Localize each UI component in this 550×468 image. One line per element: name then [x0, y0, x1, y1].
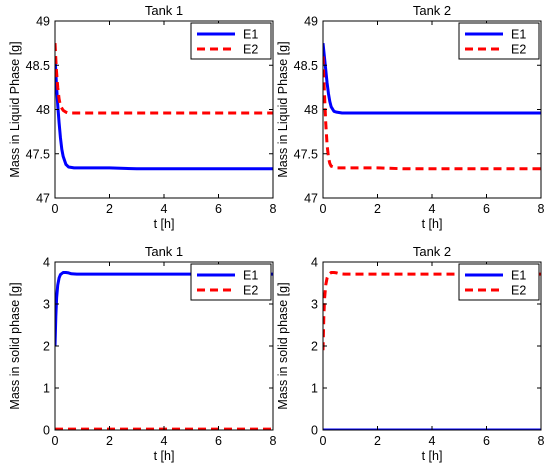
x-tick-label: 4 — [429, 434, 436, 448]
x-tick-label: 0 — [320, 202, 327, 216]
chart-title: Tank 2 — [413, 3, 451, 18]
y-axis-label: Mass in Liquid Phase [g] — [276, 41, 290, 177]
y-tick-label: 4 — [43, 256, 50, 270]
y-tick-label: 2 — [43, 340, 50, 354]
series-line-e1 — [323, 42, 541, 115]
y-tick-label: 48 — [304, 103, 318, 117]
y-tick-label: 48.5 — [294, 59, 318, 73]
chart-panel-3: 0 2 4 6 8 0 1 2 3 4 Tank 1 t [h] Mass in solid phase… — [8, 244, 277, 463]
legend-label-e1: E1 — [243, 28, 258, 42]
chart-panel-2: 0 2 4 6 8 47 47.5 48 48.5 49 Tank 2 t [h] Mass in Li… — [276, 3, 545, 231]
x-tick-label: 6 — [215, 434, 222, 448]
x-tick-label: 8 — [270, 434, 277, 448]
x-tick-label: 4 — [161, 202, 168, 216]
y-axis-label: Mass in Liquid Phase [g] — [8, 41, 22, 177]
x-tick-label: 0 — [52, 434, 59, 448]
x-axis-label: t [h] — [422, 217, 443, 231]
y-tick-label: 49 — [304, 15, 318, 29]
legend-label-e2: E2 — [243, 284, 258, 298]
y-tick-label: 4 — [311, 256, 318, 270]
x-tick-label: 4 — [161, 434, 168, 448]
x-tick-label: 2 — [374, 434, 381, 448]
x-axis-label: t [h] — [154, 449, 175, 463]
chart-title: Tank 1 — [145, 3, 183, 18]
x-axis-label: t [h] — [154, 217, 175, 231]
y-tick-label: 47.5 — [294, 147, 318, 161]
y-tick-label: 1 — [43, 382, 50, 396]
x-tick-label: 2 — [374, 202, 381, 216]
series-line-e2 — [323, 56, 541, 171]
chart-title: Tank 2 — [413, 244, 451, 259]
legend-box — [190, 22, 272, 60]
y-tick-label: 49 — [36, 15, 50, 29]
y-axis-label: Mass in solid phase [g] — [276, 282, 290, 409]
legend-box — [190, 263, 272, 301]
legend-label-e1: E1 — [511, 28, 526, 42]
legend-box — [458, 22, 540, 60]
y-tick-label: 48.5 — [26, 59, 50, 73]
series-line-e2 — [323, 271, 541, 351]
y-tick-label: 48 — [36, 103, 50, 117]
y-tick-label: 0 — [311, 424, 318, 438]
x-tick-label: 0 — [52, 202, 59, 216]
x-tick-label: 6 — [215, 202, 222, 216]
y-tick-label: 2 — [311, 340, 318, 354]
legend-label-e2: E2 — [243, 43, 258, 57]
y-axis-label: Mass in solid phase [g] — [8, 282, 22, 409]
legend-label-e1: E1 — [511, 269, 526, 283]
y-tick-label: 3 — [311, 298, 318, 312]
chart-title: Tank 1 — [145, 244, 183, 259]
y-tick-label: 3 — [43, 298, 50, 312]
legend-label-e1: E1 — [243, 269, 258, 283]
x-tick-label: 8 — [270, 202, 277, 216]
legend-box — [458, 263, 540, 301]
x-tick-label: 8 — [538, 202, 545, 216]
chart-panel-1: 0 2 4 6 8 47 47.5 48 48.5 49 Tank 1 t [h] Mass in Li… — [8, 3, 277, 231]
x-axis-label: t [h] — [422, 449, 443, 463]
legend-label-e2: E2 — [511, 284, 526, 298]
y-tick-label: 0 — [43, 424, 50, 438]
series-line-e2 — [55, 43, 273, 115]
y-tick-label: 47 — [36, 192, 50, 206]
x-tick-label: 2 — [106, 434, 113, 448]
x-tick-label: 8 — [538, 434, 545, 448]
y-tick-label: 47.5 — [26, 147, 50, 161]
y-tick-label: 47 — [304, 192, 318, 206]
x-tick-label: 2 — [106, 202, 113, 216]
chart-panel-4: 0 2 4 6 8 0 1 2 3 4 Tank 2 t [h] Mass in solid phase… — [276, 244, 545, 463]
x-tick-label: 4 — [429, 202, 436, 216]
x-tick-label: 6 — [483, 434, 490, 448]
legend-label-e2: E2 — [511, 43, 526, 57]
y-tick-label: 1 — [311, 382, 318, 396]
x-tick-label: 0 — [320, 434, 327, 448]
x-tick-label: 6 — [483, 202, 490, 216]
series-line-e1 — [55, 56, 273, 171]
